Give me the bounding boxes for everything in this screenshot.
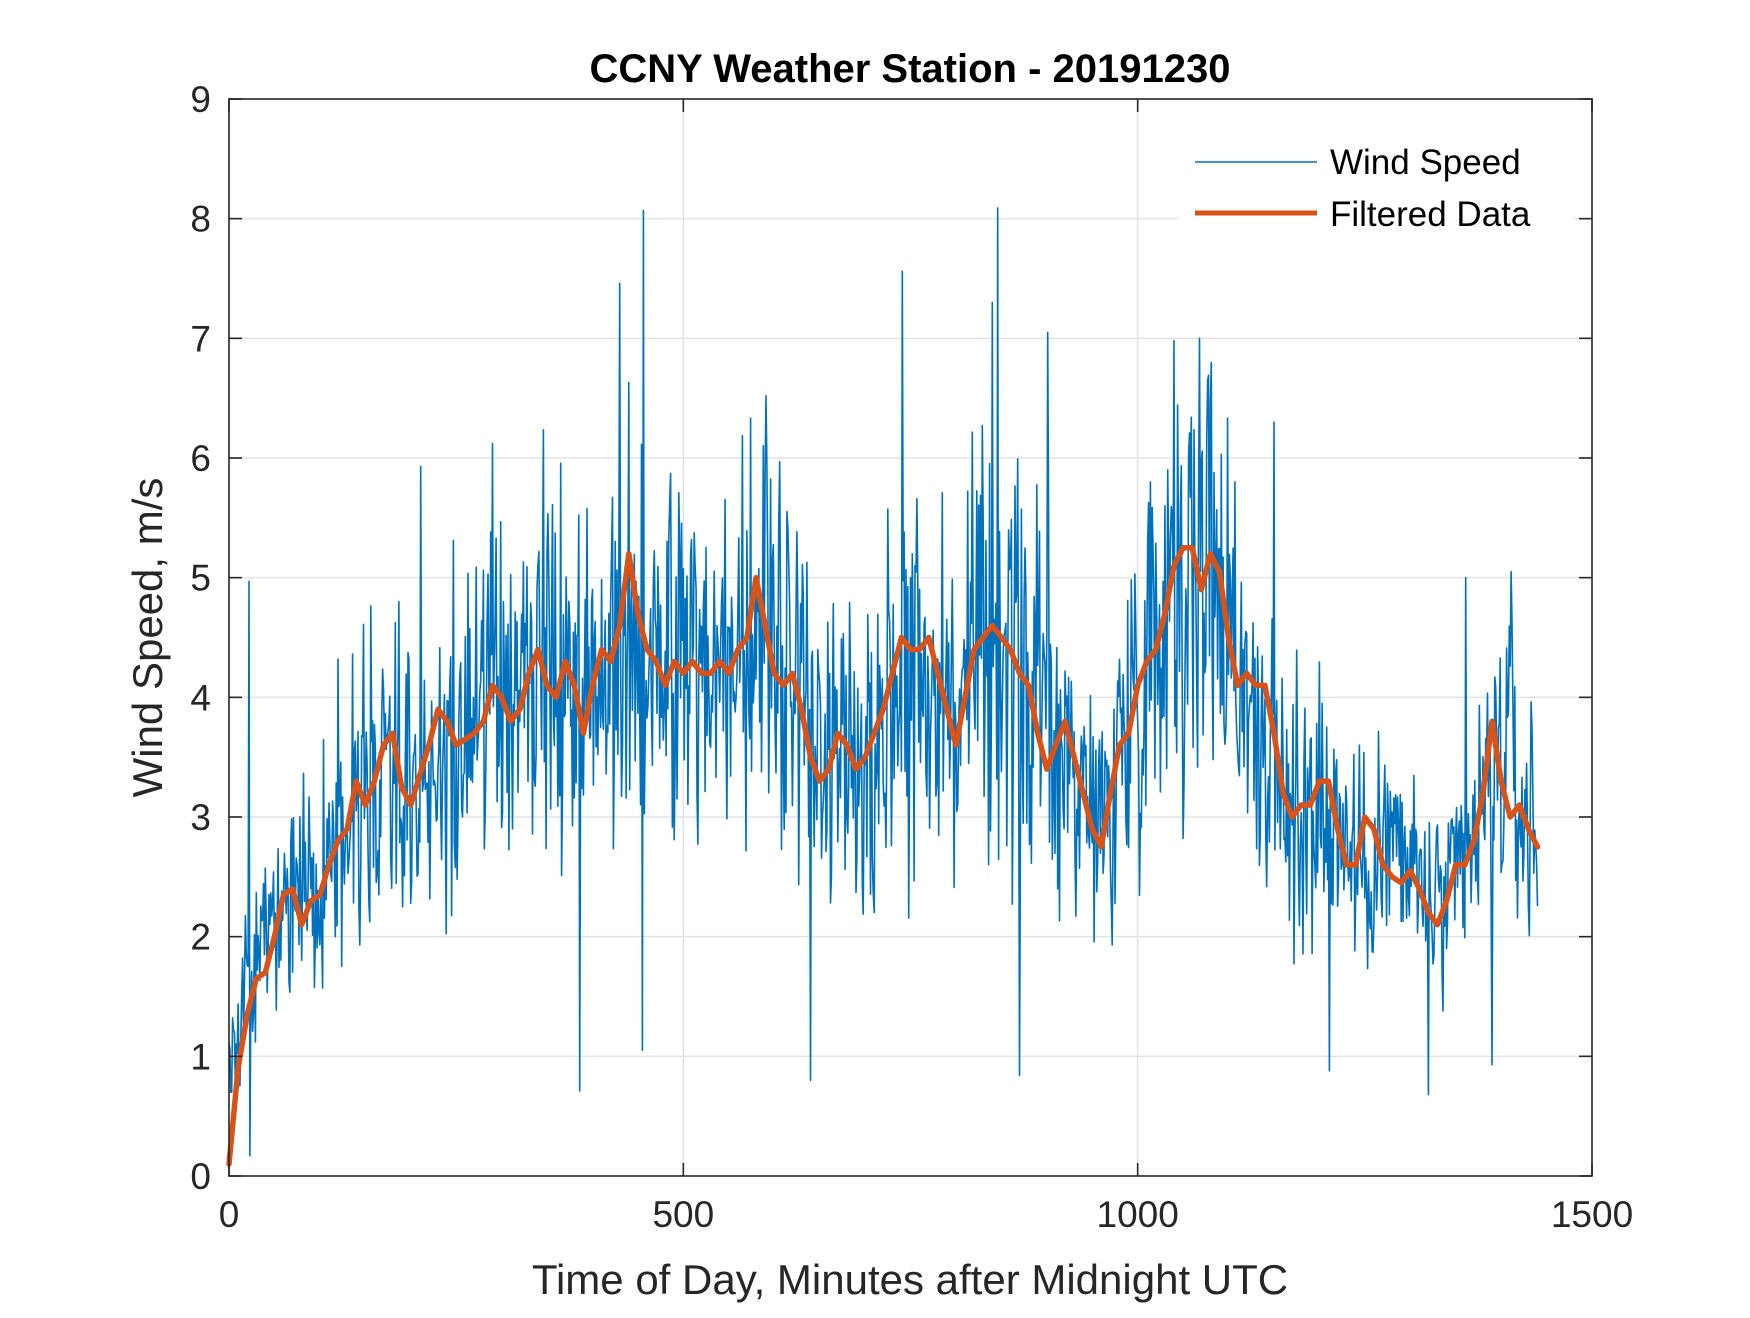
plot-box xyxy=(228,98,1593,1177)
x-tick-label: 0 xyxy=(219,1194,240,1235)
legend-wind-speed-label: Wind Speed xyxy=(1330,143,1521,182)
y-tick-label: 0 xyxy=(190,1156,211,1197)
x-tick-label: 1500 xyxy=(1551,1194,1633,1235)
y-tick-label: 9 xyxy=(190,79,211,120)
y-tick-label: 1 xyxy=(190,1036,211,1077)
y-tick-label: 5 xyxy=(190,558,211,599)
legend-filtered-data-label: Filtered Data xyxy=(1330,195,1531,234)
filtered-data-line xyxy=(226,545,1541,1167)
y-tick-label: 7 xyxy=(190,318,211,359)
axis-ticks: 0 500 1000 1500 0 1 2 3 4 5 6 7 8 9 xyxy=(190,79,1633,1235)
x-tick-label: 1000 xyxy=(1097,1194,1179,1235)
y-tick-label: 8 xyxy=(190,199,211,240)
chart-title: CCNY Weather Station - 20191230 xyxy=(590,47,1231,91)
wind-speed-line xyxy=(228,207,1539,1157)
y-tick-label: 3 xyxy=(190,797,211,838)
legend: Wind Speed Filtered Data xyxy=(1178,126,1574,244)
y-axis-label: Wind Speed, m/s xyxy=(124,478,171,798)
y-tick-label: 2 xyxy=(190,917,211,958)
legend-box xyxy=(1178,126,1574,244)
x-tick-label: 500 xyxy=(652,1194,714,1235)
y-tick-label: 4 xyxy=(190,677,211,718)
x-axis-label: Time of Day, Minutes after Midnight UTC xyxy=(532,1256,1288,1303)
series-layer xyxy=(226,207,1541,1167)
y-tick-label: 6 xyxy=(190,438,211,479)
